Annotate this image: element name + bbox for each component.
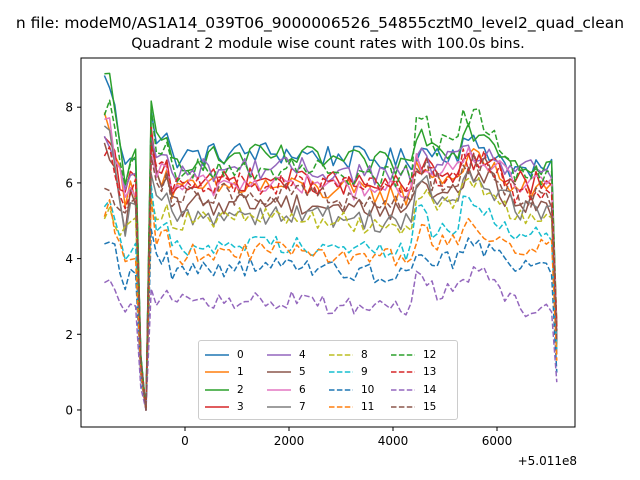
axes: 0 2000 4000 6000 0 2 4 6 8 [65,57,576,448]
y-tick-label: 0 [65,403,73,417]
x-offset-label: +5.011e8 [518,454,577,468]
series-line-10 [104,228,558,411]
legend-label: 12 [423,348,437,361]
legend-item-4: 4 [267,346,329,364]
legend-swatch [329,389,353,391]
legend-item-3: 3 [205,399,267,417]
legend-swatch [391,354,415,356]
legend-label: 7 [299,401,306,414]
x-tick-label: 4000 [378,434,409,448]
legend-item-5: 5 [267,364,329,382]
legend-label: 5 [299,366,306,379]
legend-label: 11 [361,401,375,414]
series-line-8 [103,176,558,411]
legend-item-14: 14 [391,381,453,399]
legend-swatch [329,406,353,408]
legend: 0 1 2 3 4 5 6 7 8 9 10 11 12 13 14 15 [198,340,458,420]
series-line-13 [103,145,558,411]
y-tick-label: 2 [65,328,73,342]
plot-frame [80,57,576,428]
chart-title: Quadrant 2 module wise count rates with … [131,36,525,52]
legend-label: 3 [237,401,244,414]
legend-swatch [391,389,415,391]
series-line-14 [104,266,558,411]
legend-swatch [205,406,229,408]
legend-item-1: 1 [205,364,267,382]
legend-swatch [267,406,291,408]
legend-label: 14 [423,383,437,396]
legend-label: 6 [299,383,306,396]
legend-item-2: 2 [205,381,267,399]
series-lines [103,72,558,411]
legend-swatch [267,389,291,391]
legend-label: 0 [237,348,244,361]
series-line-9 [103,184,558,411]
legend-swatch [267,371,291,373]
legend-item-11: 11 [329,399,391,417]
legend-swatch [205,354,229,356]
legend-item-0: 0 [205,346,267,364]
series-line-2 [104,72,558,411]
series-line-1 [103,112,558,411]
legend-item-12: 12 [391,346,453,364]
series-line-7 [103,125,558,411]
legend-swatch [205,389,229,391]
series-line-12 [103,99,558,411]
legend-item-13: 13 [391,364,453,382]
legend-item-7: 7 [267,399,329,417]
legend-swatch [267,354,291,356]
x-tick-label: 6000 [482,434,513,448]
legend-swatch [329,354,353,356]
legend-label: 9 [361,366,368,379]
series-line-5 [103,140,558,411]
legend-item-15: 15 [391,399,453,417]
y-tick-label: 6 [65,176,73,190]
x-tick-label: 0 [181,434,189,448]
legend-item-10: 10 [329,381,391,399]
figure-suptitle: n file: modeM0/AS1A14_039T06_9000006526_… [15,14,625,32]
legend-label: 4 [299,348,306,361]
legend-label: 15 [423,401,437,414]
legend-item-6: 6 [267,381,329,399]
y-tick-label: 4 [65,252,73,266]
legend-swatch [205,371,229,373]
legend-label: 1 [237,366,244,379]
series-line-15 [104,153,558,411]
y-tick-label: 8 [65,101,73,115]
legend-item-8: 8 [329,346,391,364]
legend-label: 10 [361,383,375,396]
x-tick-label: 2000 [274,434,305,448]
legend-item-9: 9 [329,364,391,382]
legend-label: 2 [237,383,244,396]
legend-label: 8 [361,348,368,361]
series-line-11 [103,196,558,411]
legend-swatch [391,371,415,373]
legend-swatch [329,371,353,373]
legend-label: 13 [423,366,437,379]
legend-swatch [391,406,415,408]
